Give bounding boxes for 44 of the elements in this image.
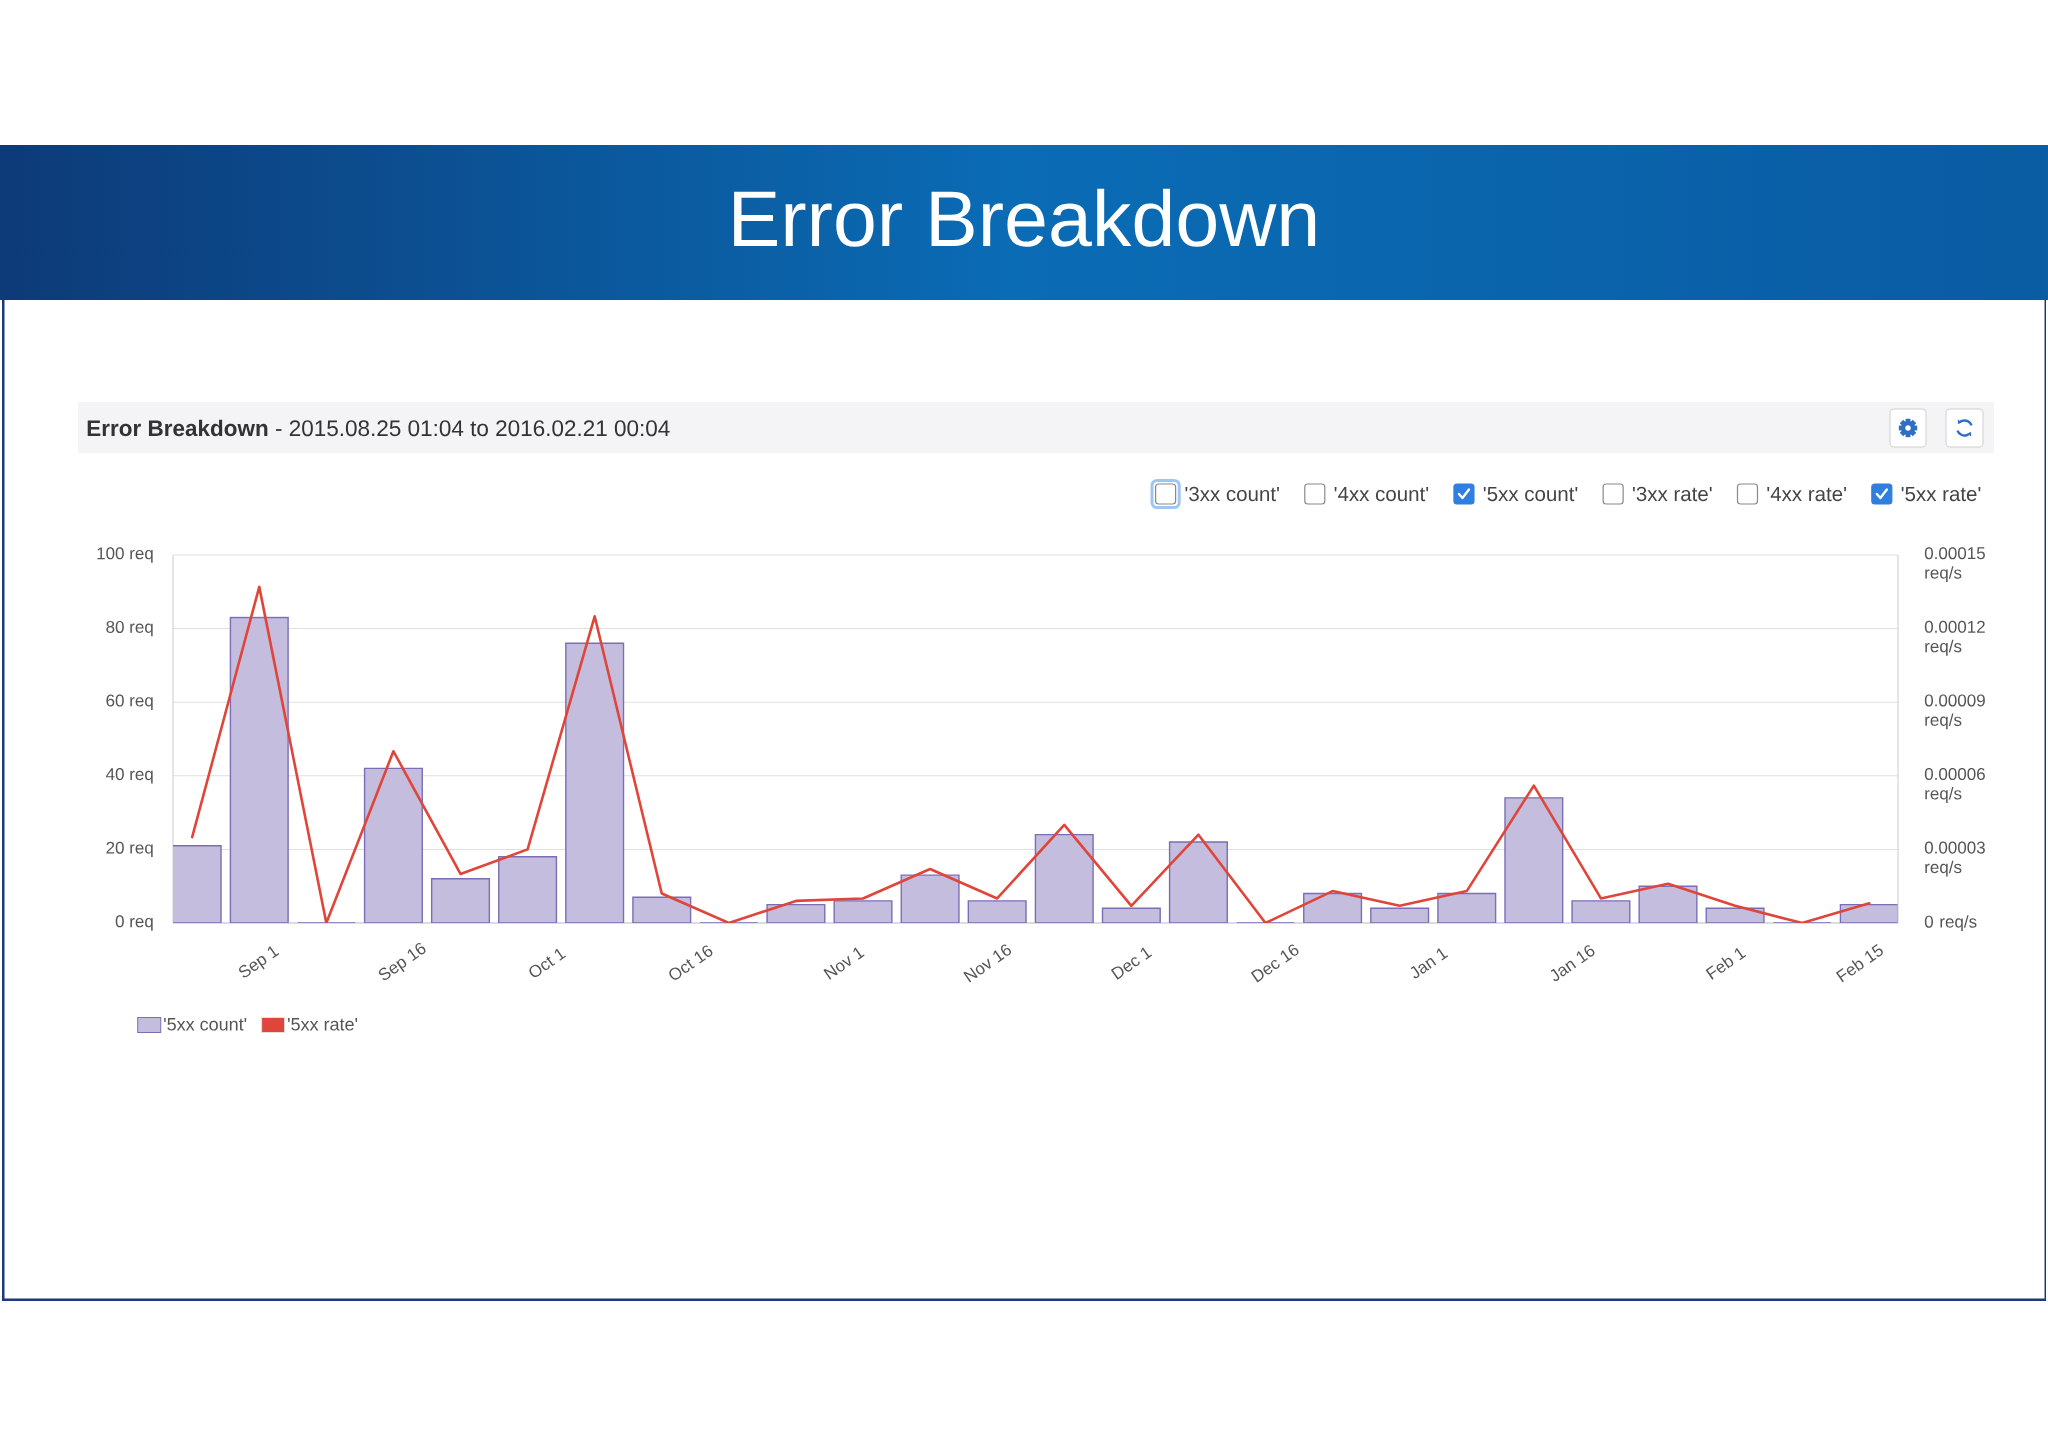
text: '5xx rate'	[1901, 486, 1981, 502]
bar	[1168, 841, 1228, 923]
y2-tick-label: 0.00003 req/s	[1924, 841, 1985, 877]
x-tick-label: Feb 1	[1705, 948, 1747, 980]
bar	[363, 767, 423, 923]
bar	[498, 856, 558, 923]
x-tick-label: Dec 16	[1250, 944, 1299, 983]
x-tick-label: Sep 16	[378, 943, 426, 981]
y2-tick-label: 0 req/s	[1924, 915, 1977, 932]
legend-label: '5xx rate'	[288, 1018, 358, 1031]
text: '4xx count'	[1334, 486, 1429, 502]
chart-title: Error Breakdown	[734, 188, 1316, 247]
y-tick-label: 20 req	[106, 841, 153, 858]
x-tick-label: Oct 1	[529, 948, 567, 977]
bar	[430, 878, 491, 923]
x-tick-label: Dec 1	[1110, 947, 1153, 980]
y-tick-label: 40 req	[106, 768, 153, 784]
y2-tick-label: 0.00009 req/s	[1924, 694, 1985, 730]
chart-subtitle: Error Breakdown - 2015.08.25 01:04 to 2016.02.21 00:04	[87, 419, 670, 437]
text: '5xx count'	[1483, 486, 1578, 502]
y-tick-label: 80 req	[106, 620, 153, 637]
bar	[1504, 797, 1564, 923]
y-tick-label: 100 req	[97, 547, 153, 563]
y2-tick-label: 0.00015 req/s	[1924, 547, 1985, 583]
x-tick-label: Jan 16	[1550, 945, 1595, 982]
x-tick-label: Jan 1	[1410, 948, 1449, 979]
text: '4xx rate'	[1767, 486, 1846, 502]
y-tick-label: 60 req	[106, 694, 153, 710]
x-tick-label: Sep 1	[238, 946, 280, 978]
y2-tick-label: 0.00012 req/s	[1924, 620, 1985, 656]
x-tick-label: Nov 16	[963, 944, 1012, 983]
bar	[1437, 892, 1497, 923]
x-tick-label: Nov 1	[823, 947, 865, 980]
text: '3xx count'	[1185, 486, 1279, 502]
bar	[1034, 833, 1094, 923]
x-tick-label: Oct 16	[669, 945, 713, 980]
bar	[229, 616, 289, 923]
y-tick-label: 0 req	[115, 915, 153, 931]
bar	[565, 642, 625, 923]
text: '3xx rate'	[1632, 486, 1712, 502]
x-tick-label: Feb 15	[1835, 944, 1883, 983]
bar	[900, 874, 960, 923]
y2-tick-label: 0.00006 req/s	[1924, 767, 1985, 803]
legend-label: '5xx count'	[164, 1018, 247, 1031]
